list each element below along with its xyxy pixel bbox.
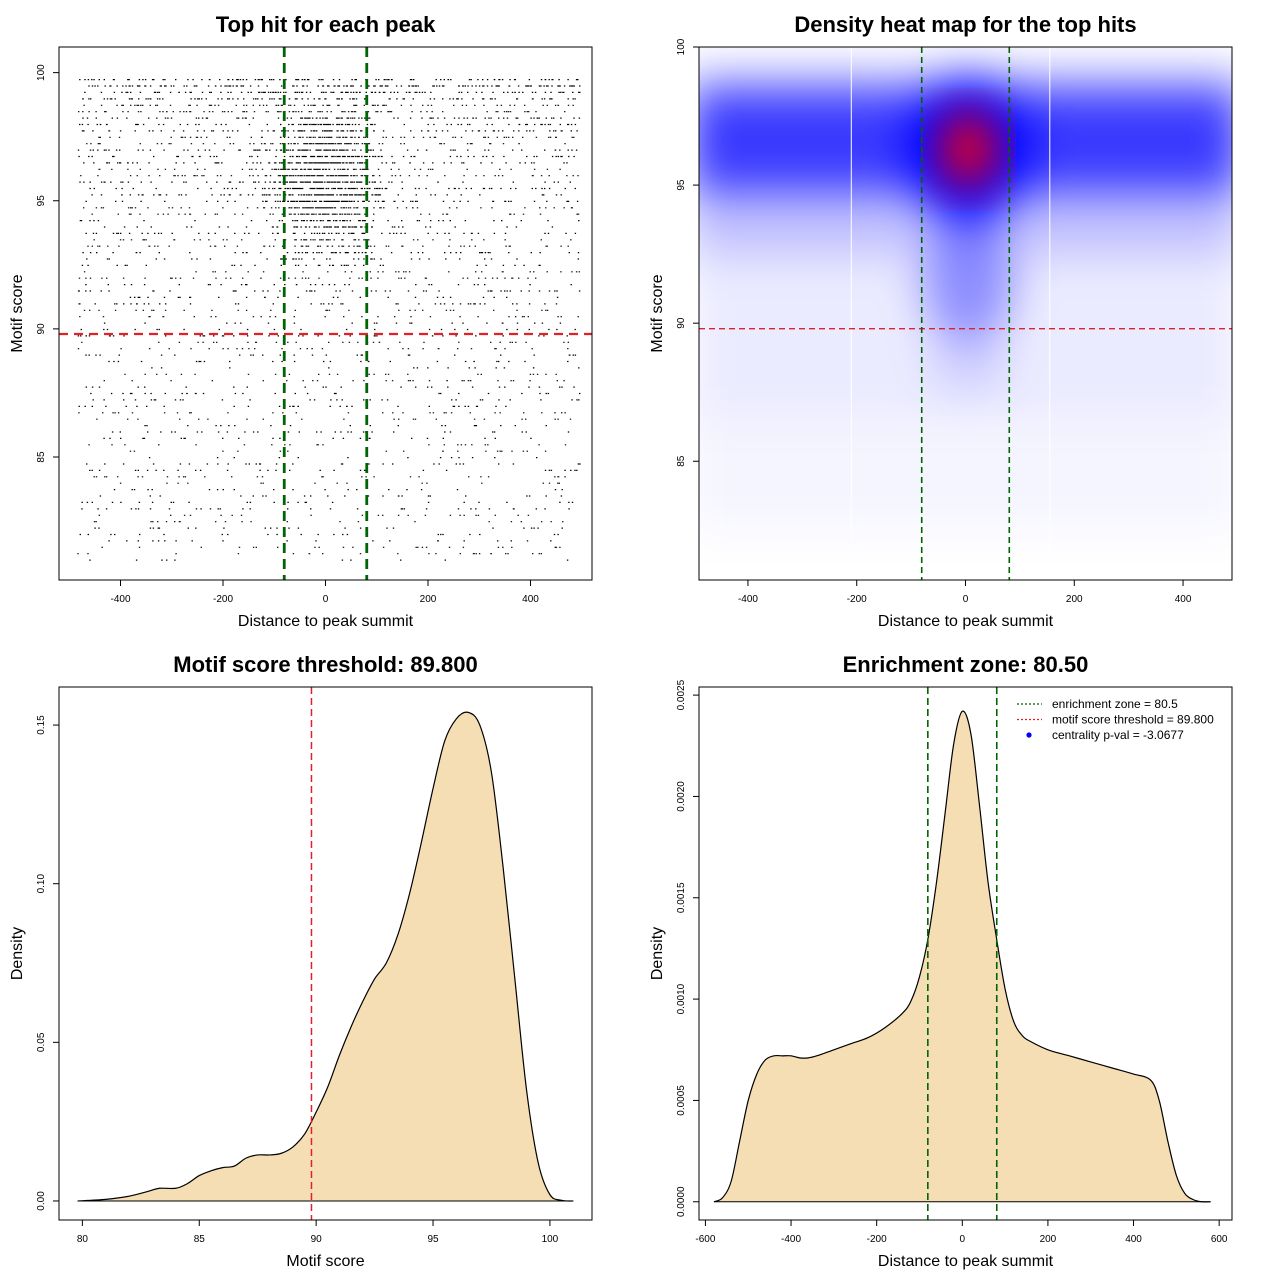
density-fill — [713, 711, 1211, 1202]
plot-frame — [58, 686, 593, 1221]
density-fill — [77, 712, 574, 1202]
x-tick-label: 400 — [522, 594, 539, 605]
density-curve — [713, 710, 1211, 1203]
x-tick-label: 0 — [323, 594, 329, 605]
density-band — [699, 419, 1232, 531]
x-tick-label: 100 — [542, 1234, 559, 1245]
y-tick-label: 0.0015 — [676, 882, 687, 913]
legend-entry: centrality p-val = -3.0677 — [1052, 728, 1184, 742]
x-tick-label: 200 — [1040, 1234, 1057, 1245]
y-tick-label: 0.0025 — [676, 679, 687, 710]
panel-title: Motif score threshold: 89.800 — [173, 652, 477, 677]
x-axis-label: Motif score — [286, 1253, 364, 1270]
x-tick-label: 400 — [1125, 1234, 1142, 1245]
x-tick-label: -200 — [847, 594, 867, 605]
density-panel: Motif score threshold: 89.800 Motif score… — [9, 652, 593, 1270]
y-tick-label: 0.15 — [36, 715, 47, 735]
y-axis-label: Density — [649, 927, 666, 980]
x-axis-label: Distance to peak summit — [238, 613, 414, 630]
x-tick-label: 200 — [1066, 594, 1083, 605]
y-tick-label: 0.00 — [36, 1191, 47, 1211]
y-tick-label: 0.0020 — [676, 781, 687, 812]
y-tick-label: 0.0010 — [676, 983, 687, 1014]
legend-point-icon — [1026, 732, 1032, 738]
x-tick-label: 80 — [77, 1234, 89, 1245]
x-tick-label: 90 — [311, 1234, 323, 1245]
y-tick-label: 100 — [676, 38, 687, 55]
hotspot-layer — [934, 105, 1003, 194]
panel-title: Density heat map for the top hits — [794, 12, 1136, 37]
x-tick-label: 0 — [963, 594, 969, 605]
plot-frame — [58, 46, 593, 581]
plot-background — [59, 47, 592, 580]
x-tick-label: -600 — [695, 1234, 715, 1245]
density-hotspot — [934, 105, 1003, 194]
y-tick-label: 85 — [676, 455, 687, 467]
plot-frame — [698, 46, 1233, 581]
legend-entry: motif score threshold = 89.800 — [1052, 713, 1214, 727]
y-axis-label: Motif score — [9, 274, 26, 352]
density-layer — [699, 69, 1232, 531]
y-tick-label: 90 — [676, 317, 687, 329]
y-axis-label: Motif score — [649, 274, 666, 352]
panel-title: Enrichment zone: 80.50 — [843, 652, 1089, 677]
density-blob — [923, 221, 1014, 342]
x-axis-label: Distance to peak summit — [878, 1253, 1054, 1270]
y-tick-label: 0.10 — [36, 874, 47, 894]
y-tick-label: 100 — [36, 64, 47, 81]
y-tick-label: 95 — [676, 179, 687, 191]
x-tick-label: -400 — [738, 594, 758, 605]
x-tick-label: 0 — [960, 1234, 966, 1245]
x-tick-label: 85 — [194, 1234, 206, 1245]
panel-title: Top hit for each peak — [216, 12, 436, 37]
density-blob — [928, 334, 1009, 395]
legend: enrichment zone = 80.5 motif score thresh… — [1017, 697, 1214, 742]
plot-frame — [698, 686, 1233, 1221]
x-axis-label: Distance to peak summit — [878, 613, 1054, 630]
y-tick-label: 0.05 — [36, 1032, 47, 1052]
x-tick-label: -400 — [781, 1234, 801, 1245]
x-tick-label: 95 — [427, 1234, 439, 1245]
y-tick-label: 95 — [36, 195, 47, 207]
y-tick-label: 0.0005 — [676, 1085, 687, 1116]
density-panel: enrichment zone = 80.5 motif score thresh… — [649, 652, 1233, 1270]
heatmap-area — [699, 69, 1232, 531]
x-tick-label: 400 — [1175, 594, 1192, 605]
x-tick-label: 600 — [1211, 1234, 1228, 1245]
y-tick-label: 85 — [36, 451, 47, 463]
x-tick-label: -200 — [867, 1234, 887, 1245]
x-tick-label: -200 — [213, 594, 233, 605]
x-tick-label: -400 — [110, 594, 130, 605]
density-curve — [77, 711, 574, 1202]
heatmap-panel: Density heat map for the top hits Distanc… — [649, 12, 1233, 630]
x-tick-label: 200 — [420, 594, 437, 605]
legend-entry: enrichment zone = 80.5 — [1052, 697, 1178, 711]
y-tick-label: 0.0000 — [676, 1186, 687, 1217]
scatter-panel: Top hit for each peak Distance to peak su… — [9, 12, 593, 630]
y-axis-label: Density — [9, 927, 26, 980]
y-tick-label: 90 — [36, 323, 47, 335]
